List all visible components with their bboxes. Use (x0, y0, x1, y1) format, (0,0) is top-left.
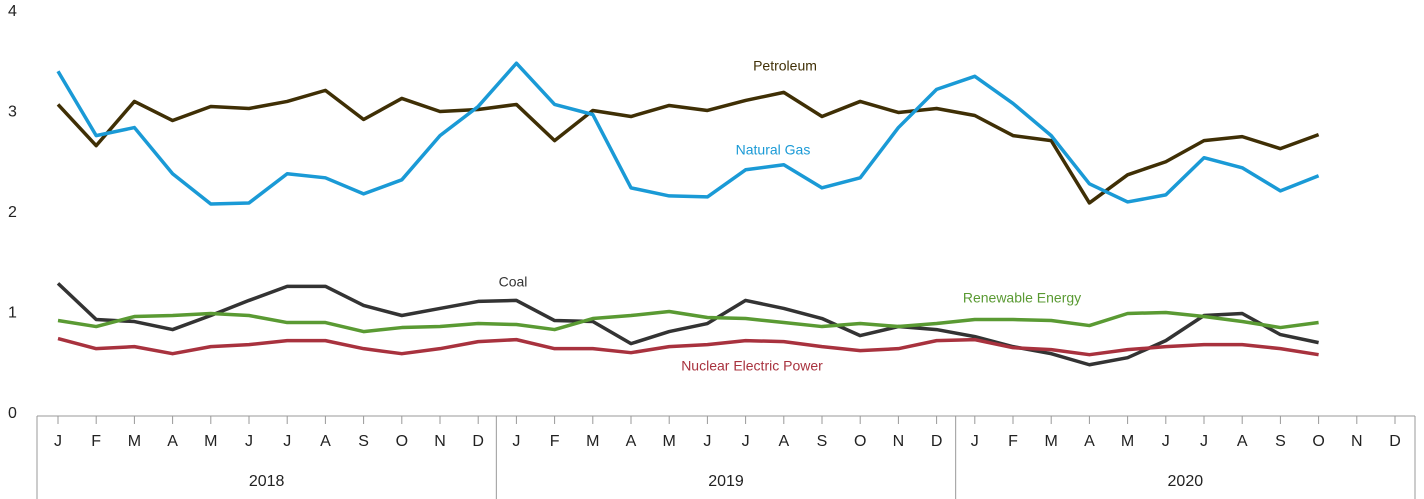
y-tick-label: 3 (8, 104, 17, 121)
x-tick-label: M (1121, 433, 1134, 450)
x-tick-label: J (703, 433, 711, 450)
x-tick-label: A (167, 433, 178, 450)
x-tick-label: J (512, 433, 520, 450)
x-tick-label: M (663, 433, 676, 450)
x-tick-label: A (1084, 433, 1095, 450)
x-tick-label: J (54, 433, 62, 450)
series-label: Nuclear Electric Power (681, 358, 823, 374)
year-label: 2018 (249, 473, 285, 490)
series-line (56, 88, 1320, 205)
y-tick-label: 0 (8, 405, 17, 422)
x-tick-label: J (1162, 433, 1170, 450)
x-tick-label: D (472, 433, 484, 450)
x-tick-label: A (320, 433, 331, 450)
x-tick-label: J (283, 433, 291, 450)
x-tick-label: M (586, 433, 599, 450)
year-label: 2019 (708, 473, 744, 490)
x-tick-label: N (1351, 433, 1363, 450)
y-tick-label: 4 (8, 3, 17, 20)
x-tick-label: M (128, 433, 141, 450)
x-tick-label: S (358, 433, 369, 450)
series-label: Coal (499, 274, 528, 290)
x-tick-label: M (1045, 433, 1058, 450)
x-tick-label: D (1389, 433, 1401, 450)
y-tick-label: 2 (8, 204, 17, 221)
series-line (56, 282, 1319, 367)
x-tick-label: A (778, 433, 789, 450)
x-tick-label: N (893, 433, 905, 450)
x-tick-label: A (626, 433, 637, 450)
y-tick-label: 1 (8, 305, 17, 322)
x-tick-label: N (434, 433, 446, 450)
series-line (57, 309, 1319, 334)
x-tick-label: J (742, 433, 750, 450)
x-tick-label: S (817, 433, 828, 450)
x-tick-label: J (245, 433, 253, 450)
x-tick-label: F (550, 433, 560, 450)
x-tick-label: F (91, 433, 101, 450)
series-line (56, 61, 1320, 206)
x-tick-label: F (1008, 433, 1018, 450)
x-tick-label: S (1275, 433, 1286, 450)
year-label: 2020 (1168, 473, 1204, 490)
x-tick-label: M (204, 433, 217, 450)
series-line (57, 336, 1319, 357)
series-label: Natural Gas (736, 142, 811, 158)
x-tick-label: O (854, 433, 866, 450)
series-label: Petroleum (753, 58, 817, 74)
x-tick-label: J (1200, 433, 1208, 450)
x-tick-label: A (1237, 433, 1248, 450)
series-label: Renewable Energy (963, 290, 1081, 306)
x-tick-label: O (1312, 433, 1324, 450)
x-tick-label: J (971, 433, 979, 450)
x-tick-label: O (396, 433, 408, 450)
x-tick-label: D (931, 433, 943, 450)
